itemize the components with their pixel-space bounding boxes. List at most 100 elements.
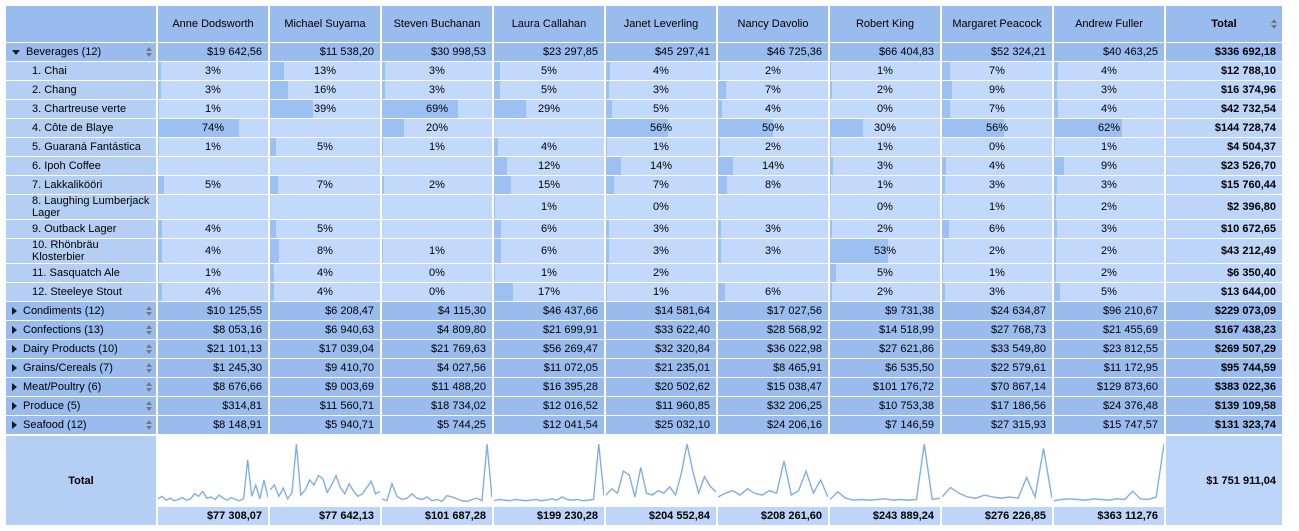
percent-value: 3%	[1101, 223, 1117, 235]
percent-cell: 6%	[718, 283, 828, 301]
column-header[interactable]: Steven Buchanan	[382, 6, 492, 42]
category-row-header[interactable]: Produce (5)	[6, 397, 156, 415]
column-header[interactable]: Robert King	[830, 6, 940, 42]
sparkline-chart	[830, 436, 940, 506]
grand-total-row: Total $77 308,07 $77 642,13 $101 687,28 $199…	[6, 436, 1282, 525]
percent-bar	[270, 81, 288, 99]
expand-icon[interactable]	[12, 345, 17, 353]
sparkline-cell	[382, 436, 492, 506]
sparkline-cell	[942, 436, 1052, 506]
percent-bar	[158, 62, 162, 80]
product-row: 8. Laughing Lumberjack Lager 1% 0% 0% 1% 2% $2…	[6, 195, 1282, 219]
percent-value: 3%	[765, 245, 781, 257]
total-header-label: Total	[1211, 18, 1237, 30]
column-header[interactable]: Margaret Peacock	[942, 6, 1052, 42]
product-label: 4. Côte de Blaye	[32, 122, 114, 134]
percent-value: 1%	[429, 141, 445, 153]
category-value-cell: $52 324,21	[942, 43, 1052, 61]
percent-cell: 7%	[606, 176, 716, 194]
expand-icon[interactable]	[12, 402, 17, 410]
percent-bar	[270, 100, 313, 118]
column-header[interactable]: Nancy Davolio	[718, 6, 828, 42]
percent-cell: 5%	[1054, 283, 1164, 301]
category-value-cell: $5 744,25	[382, 416, 492, 434]
percent-cell: 2%	[830, 81, 940, 99]
percent-cell: 1%	[942, 195, 1052, 219]
category-row-header[interactable]: Dairy Products (10)	[6, 340, 156, 358]
column-header[interactable]: Janet Leverling	[606, 6, 716, 42]
percent-cell: 4%	[158, 239, 268, 263]
sort-icon[interactable]	[146, 401, 152, 411]
percent-cell	[158, 157, 268, 175]
product-label: 10. Rhönbräu Klosterbier	[32, 239, 99, 263]
collapse-icon[interactable]	[12, 49, 20, 55]
category-row-header[interactable]: Beverages (12)	[6, 43, 156, 61]
expand-icon[interactable]	[12, 307, 17, 315]
column-header[interactable]: Laura Callahan	[494, 6, 604, 42]
percent-value: 9%	[989, 84, 1005, 96]
expand-icon[interactable]	[12, 326, 17, 334]
percent-value: 2%	[989, 245, 1005, 257]
category-value-cell: $24 206,16	[718, 416, 828, 434]
total-column-header[interactable]: Total	[1166, 6, 1282, 42]
percent-bar	[606, 239, 610, 263]
sort-icon[interactable]	[146, 382, 152, 392]
percent-value: 4%	[317, 267, 333, 279]
sort-icon[interactable]	[146, 420, 152, 430]
percent-value: 7%	[317, 179, 333, 191]
sort-icon[interactable]	[146, 325, 152, 335]
percent-value: 5%	[541, 84, 557, 96]
percent-value: 5%	[653, 103, 669, 115]
percent-value: 0%	[877, 103, 893, 115]
percent-bar	[1054, 220, 1058, 238]
percent-cell	[718, 195, 828, 219]
category-row-header[interactable]: Seafood (12)	[6, 416, 156, 434]
percent-value: 8%	[765, 179, 781, 191]
percent-value: 1%	[205, 267, 221, 279]
sort-icon[interactable]	[1271, 19, 1277, 29]
percent-bar	[382, 100, 458, 118]
column-header[interactable]: Michael Suyama	[270, 6, 380, 42]
category-row-header[interactable]: Confections (13)	[6, 321, 156, 339]
percent-bar	[158, 264, 160, 282]
sort-icon[interactable]	[146, 363, 152, 373]
percent-bar	[830, 62, 832, 80]
percent-cell: 50%	[718, 119, 828, 137]
percent-value: 4%	[205, 223, 221, 235]
sort-icon[interactable]	[146, 47, 152, 57]
percent-cell: 6%	[942, 220, 1052, 238]
expand-icon[interactable]	[12, 383, 17, 391]
percent-value: 1%	[653, 141, 669, 153]
category-value-cell: $18 734,02	[382, 397, 492, 415]
column-header[interactable]: Anne Dodsworth	[158, 6, 268, 42]
percent-cell: 4%	[494, 138, 604, 156]
sort-icon[interactable]	[146, 306, 152, 316]
percent-bar	[942, 220, 949, 238]
category-value-cell: $14 518,99	[830, 321, 940, 339]
percent-cell: 1%	[158, 138, 268, 156]
sort-icon[interactable]	[146, 344, 152, 354]
category-row-header[interactable]: Meat/Poultry (6)	[6, 378, 156, 396]
category-row-header[interactable]: Condiments (12)	[6, 302, 156, 320]
column-grand-total-cell: $276 226,85	[942, 507, 1052, 525]
column-header[interactable]: Andrew Fuller	[1054, 6, 1164, 42]
percent-cell: 16%	[270, 81, 380, 99]
expand-icon[interactable]	[12, 364, 17, 372]
percent-cell: 2%	[382, 176, 492, 194]
percent-bar	[270, 239, 279, 263]
percent-cell: 56%	[942, 119, 1052, 137]
column-grand-total-cell: $77 642,13	[270, 507, 380, 525]
column-grand-total-cell: $204 552,84	[606, 507, 716, 525]
percent-bar	[606, 81, 610, 99]
expand-icon[interactable]	[12, 421, 17, 429]
percent-value: 4%	[541, 141, 557, 153]
sparkline-cell	[270, 436, 380, 506]
percent-bar	[1054, 264, 1057, 282]
category-row-header[interactable]: Grains/Cereals (7)	[6, 359, 156, 377]
percent-cell: 5%	[606, 100, 716, 118]
product-row: 10. Rhönbräu Klosterbier 4% 8% 1% 6% 3% 3% 53% 2…	[6, 239, 1282, 263]
category-value-cell: $46 437,66	[494, 302, 604, 320]
percent-bar	[942, 176, 946, 194]
percent-value: 2%	[1101, 267, 1117, 279]
percent-cell: 5%	[270, 220, 380, 238]
